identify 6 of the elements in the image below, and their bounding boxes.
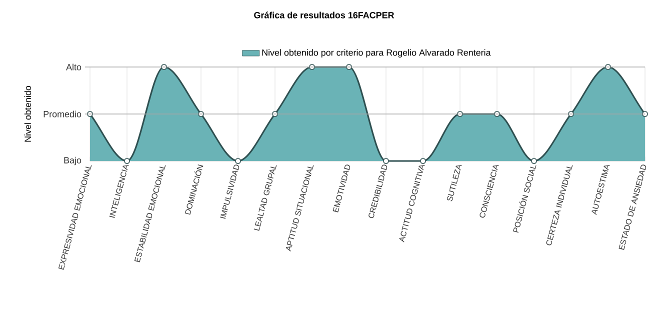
- legend-label: Nivel obtenido por criterio para Rogelio Alvarado Renteria: [262, 49, 491, 58]
- y-axis-title: Nivel obtenido: [24, 86, 31, 142]
- text: Bajo: [64, 156, 82, 166]
- ref-line-label: Promedio: [44, 110, 82, 118]
- ref-line-label: Alto: [66, 64, 82, 70]
- chart-title: Gráfica de resultados 16FACPER: [254, 12, 394, 18]
